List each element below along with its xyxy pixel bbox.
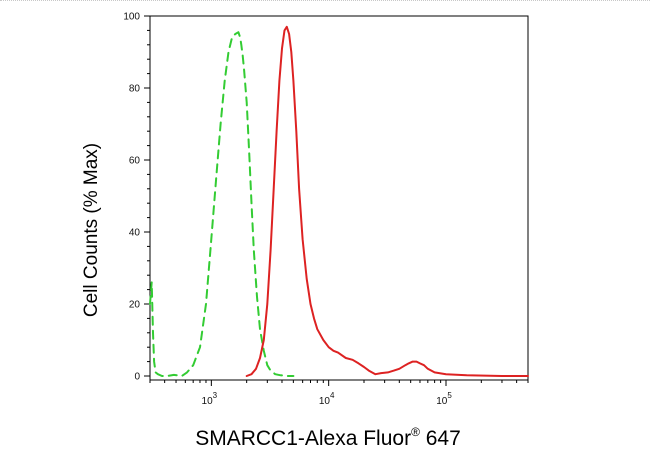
y-axis-title: Cell Counts (% Max) — [81, 143, 102, 317]
plot-frame — [149, 15, 529, 381]
x-axis-title: SMARCC1-Alexa Fluor® 647 — [195, 425, 461, 450]
x-axis-title-main: SMARCC1-Alexa Fluor — [195, 427, 411, 450]
x-tick-base: 10 — [319, 396, 331, 407]
x-axis-title-suffix: 647 — [420, 427, 461, 450]
series-solid-red-line — [245, 25, 529, 377]
x-tick-base: 10 — [436, 396, 448, 407]
x-tick-exponent: 4 — [330, 391, 335, 400]
y-tick-label: 40 — [129, 228, 141, 239]
x-tick-label: 104 — [319, 391, 335, 407]
y-tick-label: 20 — [129, 300, 141, 311]
x-tick-base: 10 — [202, 396, 214, 407]
top-border-line — [0, 0, 650, 1]
y-tick-label: 60 — [129, 156, 141, 167]
y-tick-label: 100 — [123, 12, 140, 23]
x-axis-title-registered: ® — [411, 425, 420, 439]
x-tick-exponent: 3 — [213, 391, 218, 400]
y-tick-label: 80 — [129, 84, 141, 95]
x-tick-label: 103 — [202, 391, 218, 407]
series-layer — [149, 25, 529, 377]
x-tick-label: 105 — [436, 391, 452, 407]
x-tick-exponent: 5 — [447, 391, 452, 400]
y-tick-label: 0 — [134, 372, 140, 383]
series-dashed-green-line — [149, 31, 295, 377]
labels: Cell Counts (% Max) SMARCC1-Alexa Fluor®… — [81, 143, 461, 450]
